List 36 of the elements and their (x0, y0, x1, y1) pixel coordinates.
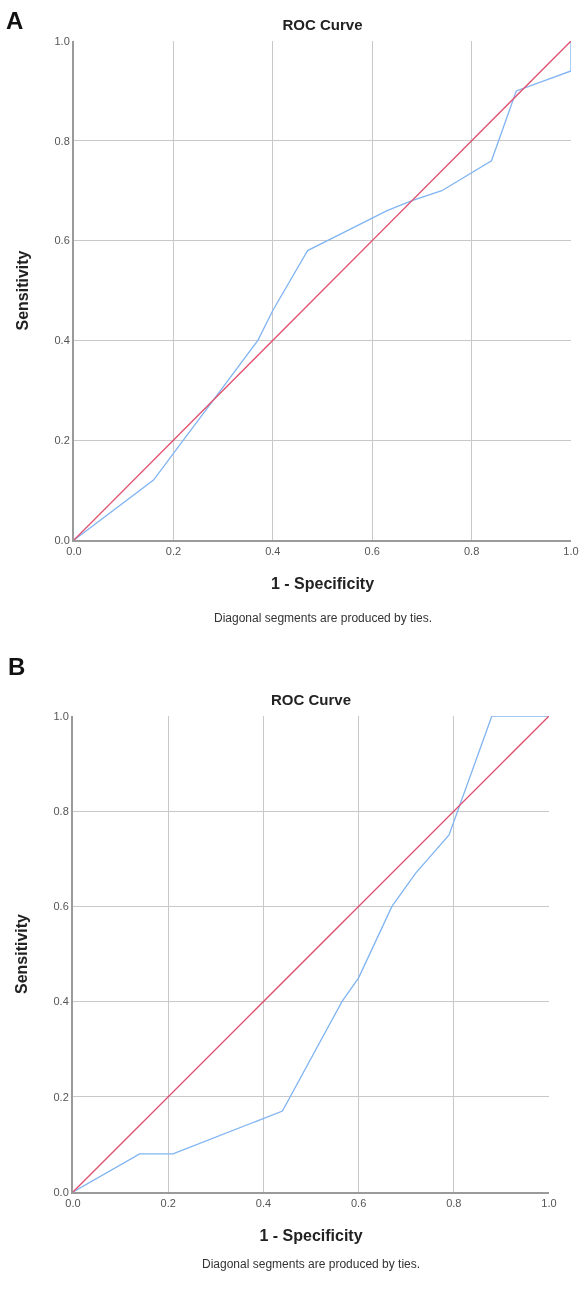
text: Diagonal segments are produced by ties. (214, 611, 433, 625)
y-tick-label: 0.4 (54, 334, 70, 347)
x-tick-label: 0.6 (350, 1197, 367, 1210)
y-tick-label: 0.0 (54, 533, 70, 546)
y-tick-label: 0.8 (54, 134, 70, 147)
y-tick-label: 0.4 (53, 995, 69, 1008)
x-tick-label: 0.8 (446, 1197, 462, 1210)
y-axis-title: Sensitivity (13, 250, 31, 331)
x-tick-label: 0.0 (65, 1197, 81, 1210)
x-tick-label: 0.8 (463, 545, 480, 558)
x-tick-label: 1.0 (563, 545, 579, 558)
x-axis-title: 1 - Specificity (270, 575, 375, 593)
y-tick-label: 0.6 (53, 900, 69, 913)
y-tick-label: 0.8 (53, 805, 69, 818)
text: Diagonal segments are produced by ties. (202, 1257, 421, 1271)
y-axis-title: Sensitivity (12, 913, 30, 995)
y-tick-label: 1.0 (53, 709, 69, 722)
text: B (8, 653, 26, 680)
y-tick-label: 0.2 (53, 1090, 69, 1103)
line-series (73, 716, 549, 1192)
x-axis-title: 1 - Specificity (259, 1227, 363, 1245)
chart-title: ROC Curve (270, 691, 352, 709)
y-tick-label: 0.6 (54, 234, 70, 247)
x-tick-label: 0.4 (255, 1197, 272, 1210)
y-tick-label: 0.2 (54, 434, 70, 447)
chart-title: ROC Curve (282, 16, 363, 34)
y-tick-label: 1.0 (54, 34, 70, 47)
x-tick-label: 0.2 (165, 545, 182, 558)
line-series (74, 41, 571, 540)
y-tick-label: 0.0 (53, 1185, 69, 1198)
x-tick-label: 0.6 (364, 545, 380, 558)
x-tick-label: 0.4 (265, 545, 281, 558)
x-tick-label: 0.0 (66, 545, 82, 558)
text: A (6, 7, 24, 34)
x-tick-label: 1.0 (541, 1197, 557, 1210)
x-tick-label: 0.2 (160, 1197, 176, 1210)
